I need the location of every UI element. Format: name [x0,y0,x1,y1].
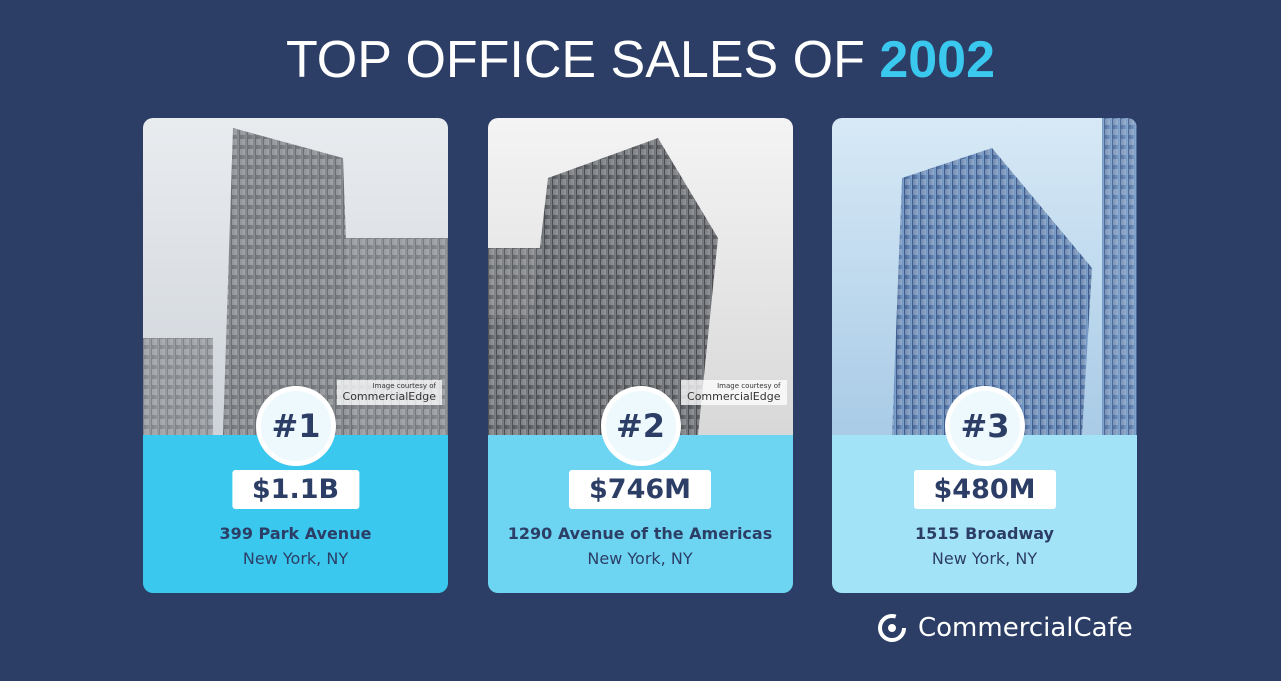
credit-brand: CommercialEdge [687,390,781,403]
image-credit: Image courtesy of CommercialEdge [336,380,442,405]
rank-badge: #2 [600,386,681,466]
logo-icon [878,614,906,642]
credit-brand: CommercialEdge [342,390,436,403]
logo: CommercialCafe [876,612,1133,644]
sale-price: $480M [913,470,1056,509]
image-credit: Image courtesy of CommercialEdge [681,380,787,405]
credit-text: Image courtesy of [372,382,436,390]
title-year: 2002 [879,31,996,89]
rank-badge: #3 [945,386,1025,466]
card: Image courtesy of CommercialEdge #2 $746M 12… [487,118,793,593]
property-location: New York, NY [587,549,693,568]
sale-price: $746M [568,470,712,509]
title-text: TOP OFFICE SALES OF [285,31,865,89]
property-name: 1515 Broadway [915,524,1054,543]
property-name: 1290 Avenue of the Americas [507,524,773,543]
sale-price: $1.1B [231,470,360,509]
logo-text: CommercialCafe [918,613,1133,643]
credit-text: Image courtesy of [717,382,781,390]
title: TOP OFFICE SALES OF 2002 [0,30,1281,90]
property-location: New York, NY [242,549,349,568]
property-location: New York, NY [931,549,1038,568]
card: Image courtesy of CommercialEdge #1 $1.1B 39… [143,118,448,593]
property-name: 399 Park Avenue [219,524,372,543]
rank-badge: #1 [256,386,336,466]
building-illustration [832,118,1137,435]
building-photo [832,118,1137,435]
card: #3 $480M 1515 Broadway New York, NY [832,118,1137,593]
